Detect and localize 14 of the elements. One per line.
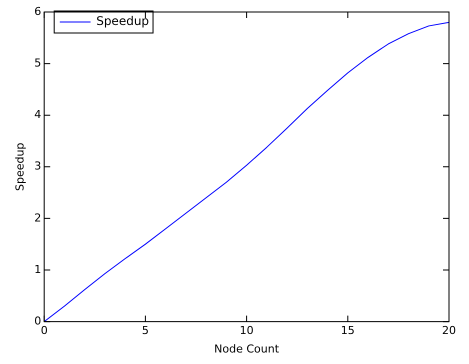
y-tick-label: 2 [34, 211, 42, 224]
y-tick-label: 4 [34, 108, 42, 122]
x-tick-label: 20 [442, 324, 456, 338]
x-tick-label: 15 [340, 324, 355, 338]
y-tick-label: 1 [34, 262, 42, 276]
y-tick-label: 5 [34, 56, 42, 70]
x-tick-label: 10 [240, 324, 254, 338]
x-axis-title: Node Count [214, 342, 280, 356]
y-axis-title: Speedup [13, 142, 26, 192]
y-tick-label: 6 [34, 4, 42, 18]
y-tick-label: 3 [34, 160, 42, 173]
legend-label: Speedup [96, 14, 150, 28]
y-tick-label: 0 [34, 314, 42, 328]
x-tick-label: 5 [142, 324, 149, 338]
